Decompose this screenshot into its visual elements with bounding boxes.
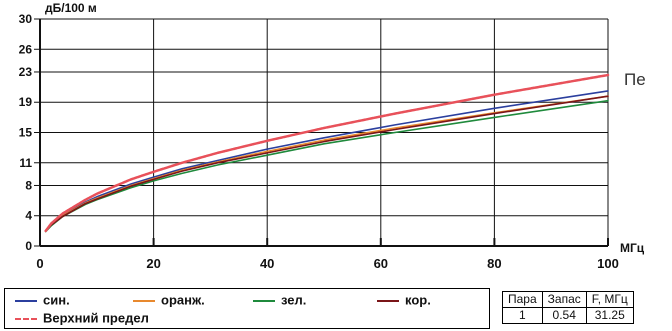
x-tick-label: 20: [146, 256, 160, 271]
y-tick-label: 11: [19, 156, 32, 170]
series-line-3: [44, 95, 609, 232]
legend-swatch-green: [253, 299, 275, 302]
axes: [34, 18, 609, 247]
info-table-header-row: Пара Запас F, МГц: [502, 291, 634, 308]
series-layer: [44, 73, 610, 233]
attenuation-chart: 0 4 8 11 15 19 23 26 30 0 20 40 60 80 100 дБ/100 м МГц: [19, 1, 645, 271]
info-table-margin-value: 0.54: [541, 307, 587, 324]
x-tick-label: 60: [374, 256, 388, 271]
info-table-pair-value: 1: [502, 307, 543, 324]
legend-item-brown: кор.: [377, 291, 431, 309]
legend-item-orange: оранж.: [133, 291, 205, 309]
legend-swatch-orange: [133, 299, 155, 302]
legend-swatch-upper-limit: [15, 317, 37, 320]
legend-swatch-blue: [15, 299, 37, 302]
y-tick-label: 23: [19, 65, 33, 79]
info-table-header-margin: Запас: [541, 291, 587, 308]
y-tick-label: 15: [19, 126, 33, 140]
info-table-value-row: 1 0.54 31.25: [502, 307, 634, 324]
y-tick-label: 0: [25, 239, 32, 253]
y-axis-label: дБ/100 м: [45, 1, 97, 15]
truncated-side-label: Пе: [624, 70, 646, 89]
x-axis-label: МГц: [620, 241, 645, 255]
y-tick-label: 8: [25, 178, 32, 192]
legend: син. оранж. зел. кор. Верхний предел: [4, 288, 490, 329]
legend-label-upper-limit: Верхний предел: [43, 310, 149, 326]
x-tick-label: 40: [260, 256, 274, 271]
y-tick-label: 19: [19, 95, 33, 109]
x-tick-label: 100: [597, 256, 619, 271]
info-table-header-frequency: F, МГц: [585, 291, 634, 308]
tick-labels: 0 4 8 11 15 19 23 26 30 0 20 40 60 80 100: [19, 12, 619, 271]
legend-item-blue: син.: [15, 291, 70, 309]
legend-label-orange: оранж.: [161, 292, 205, 308]
legend-item-upper-limit: Верхний предел: [15, 309, 149, 327]
x-tick-label: 80: [487, 256, 501, 271]
x-tick-label: 0: [36, 256, 43, 271]
info-table: Пара Запас F, МГц 1 0.54 31.25: [502, 291, 634, 324]
legend-label-brown: кор.: [405, 292, 431, 308]
legend-label-blue: син.: [43, 292, 70, 308]
series-line-4: [44, 73, 610, 233]
legend-swatch-brown: [377, 299, 399, 302]
y-tick-label: 4: [25, 209, 32, 223]
legend-item-green: зел.: [253, 291, 306, 309]
legend-label-green: зел.: [281, 292, 307, 308]
info-table-header-pair: Пара: [502, 291, 543, 308]
y-tick-label: 30: [19, 12, 33, 26]
y-tick-label: 26: [19, 42, 33, 56]
info-table-frequency-value: 31.25: [585, 307, 634, 324]
